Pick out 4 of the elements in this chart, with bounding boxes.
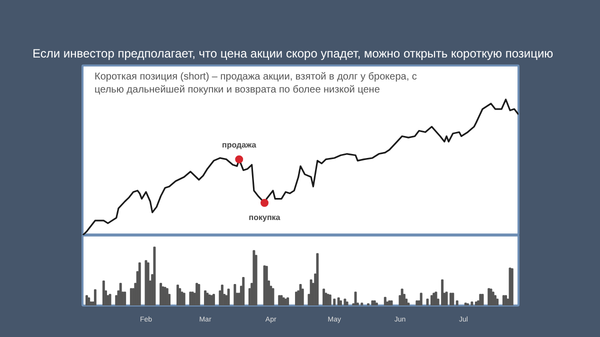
annotation: покупка [248, 212, 281, 222]
chart-subtitle: Короткая позиция (short) – продажа акции, взятой в долг у брокера, с целью дальнейшей покупки и возврата по более низкой цене [94, 72, 417, 96]
annotation: продажа [222, 140, 257, 150]
chart-title: Если инвестор предполагает, что цена акции скоро упадет, можно открыть короткую позицию [32, 46, 554, 60]
